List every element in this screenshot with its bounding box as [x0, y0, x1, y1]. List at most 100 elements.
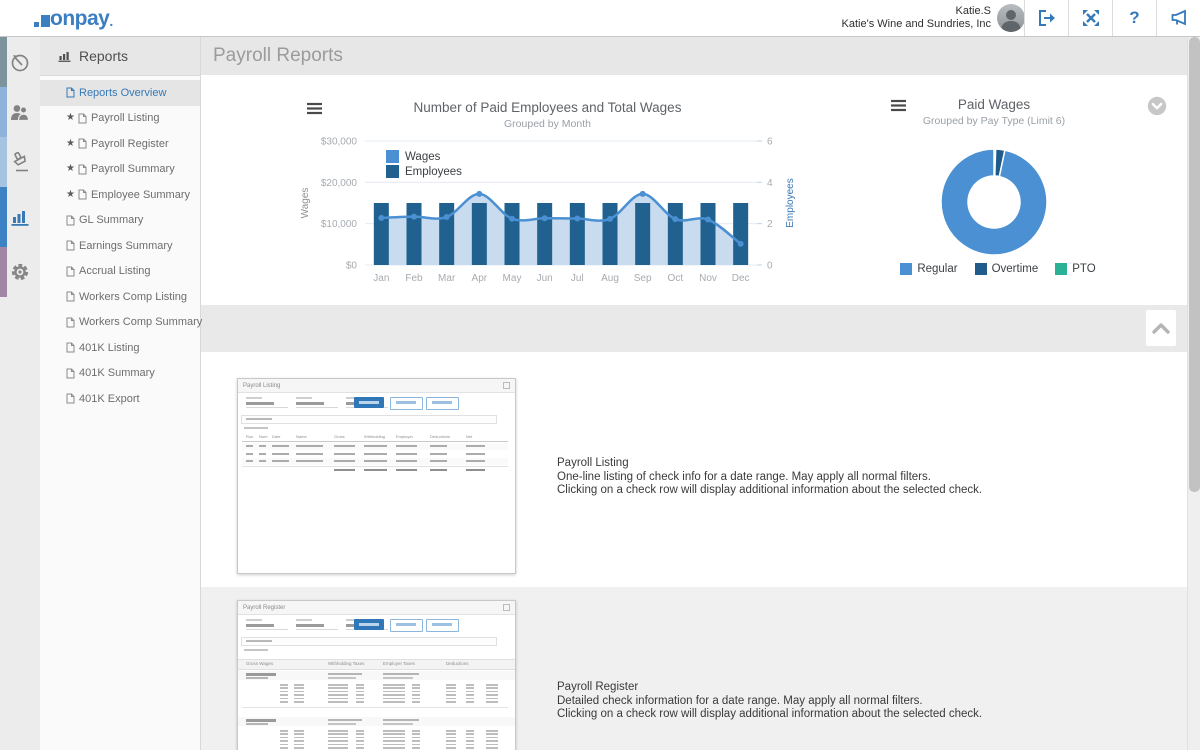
- sidebar-item-401k-listing[interactable]: 401K Listing: [40, 335, 200, 361]
- user-block[interactable]: Katie.S Katie's Wine and Sundries, Inc: [842, 0, 1025, 36]
- document-icon: [66, 240, 75, 251]
- sidebar-item-accrual-listing[interactable]: Accrual Listing: [40, 259, 200, 285]
- star-icon: ★: [66, 137, 75, 149]
- report-title: Payroll Register: [557, 681, 639, 693]
- employees-strip: [0, 87, 7, 137]
- reports-strip: [0, 187, 7, 247]
- svg-text:Oct: Oct: [668, 273, 684, 284]
- sidebar-item-payroll-summary[interactable]: ★ Payroll Summary: [66, 163, 175, 176]
- sidebar-item-payroll-register[interactable]: ★ Payroll Register: [66, 137, 169, 150]
- sidebar-item-payroll-listing[interactable]: ★ Payroll Listing: [66, 112, 160, 125]
- sidebar-item-gl-summary[interactable]: GL Summary: [40, 208, 200, 234]
- announcements-button[interactable]: [1156, 0, 1200, 36]
- sidebar-item-employee-summary[interactable]: ★ Employee Summary: [66, 188, 191, 201]
- gear-icon: [11, 263, 29, 281]
- section-divider-band: [200, 305, 1200, 352]
- document-icon: [66, 317, 75, 328]
- document-icon: [78, 189, 87, 200]
- svg-text:Dec: Dec: [732, 273, 750, 284]
- svg-text:$10,000: $10,000: [321, 219, 358, 230]
- legend-regular[interactable]: Regular: [900, 263, 958, 275]
- megaphone-icon: [1171, 9, 1186, 26]
- reports-sidebar: Reports Reports Overview ★ Payroll Listi…: [40, 37, 202, 750]
- payroll-listing-row: Payroll Listing Run Num Date Name Gross Withh…: [200, 352, 1200, 587]
- fullscreen-button[interactable]: [1068, 0, 1112, 36]
- sidebar-list: Reports Overview ★ Payroll Listing ★ Pay…: [40, 80, 202, 412]
- help-button[interactable]: ?: [1112, 0, 1156, 36]
- sign-out-icon: [1038, 10, 1055, 26]
- svg-text:Jan: Jan: [373, 273, 389, 284]
- sidebar-item-workers-comp-summary[interactable]: Workers Comp Summary: [40, 310, 202, 336]
- sign-out-button[interactable]: [1024, 0, 1068, 36]
- vertical-scrollbar[interactable]: [1187, 37, 1200, 750]
- chevron-down-circle-icon: [1147, 96, 1167, 116]
- wages-swatch: [386, 150, 399, 163]
- svg-text:0: 0: [767, 261, 773, 272]
- document-icon: [66, 393, 75, 404]
- svg-text:4: 4: [767, 178, 773, 189]
- page-title: Payroll Reports: [213, 45, 343, 66]
- donut-chart-subtitle: Grouped by Pay Type (Limit 6): [922, 115, 1066, 127]
- help-icon: ?: [1129, 8, 1140, 27]
- payroll-listing-thumbnail[interactable]: Payroll Listing Run Num Date Name Gross Withh…: [237, 378, 516, 574]
- combo-chart-title: Number of Paid Employees and Total Wages: [413, 100, 682, 115]
- onpay-logo[interactable]: onpay.: [34, 4, 113, 32]
- svg-text:May: May: [503, 273, 522, 284]
- sidebar-item-reports-overview[interactable]: Reports Overview: [40, 80, 200, 106]
- overtime-swatch: [974, 263, 987, 275]
- document-icon: [66, 266, 75, 277]
- svg-text:Mar: Mar: [438, 273, 456, 284]
- document-icon: [66, 342, 75, 353]
- svg-text:$30,000: $30,000: [321, 137, 358, 148]
- payroll-register-row: Payroll Register Gross Wages Withholding …: [200, 587, 1200, 750]
- settings-strip: [0, 247, 7, 297]
- donut-chart-plot[interactable]: [878, 132, 1110, 262]
- svg-text:$0: $0: [346, 261, 358, 272]
- sidebar-item-earnings-summary[interactable]: Earnings Summary: [40, 233, 200, 259]
- legend-pto[interactable]: PTO: [1055, 263, 1096, 275]
- users-icon: [11, 105, 30, 122]
- thumbnail-preview: Run Num Date Name Gross Withholding Employer De…: [238, 393, 515, 572]
- expand-arrows-icon: [1082, 10, 1099, 26]
- donut-menu-icon[interactable]: [890, 99, 907, 112]
- dashboard-gauge-icon: [11, 54, 29, 72]
- collapse-section-button[interactable]: [1146, 310, 1176, 346]
- document-icon: [66, 291, 75, 302]
- company-name: Katie's Wine and Sundries, Inc: [841, 18, 991, 30]
- payroll-register-description: Payroll Register Detailed check informat…: [557, 681, 983, 720]
- svg-text:Sep: Sep: [634, 273, 652, 284]
- pto-swatch: [1055, 263, 1068, 275]
- user-name: Katie.S: [955, 5, 991, 17]
- collapse-chart-button[interactable]: [1147, 96, 1167, 116]
- rail-item-employees[interactable]: [0, 87, 40, 137]
- regular-swatch: [900, 263, 913, 275]
- rail-item-dashboard[interactable]: [0, 37, 40, 87]
- payroll-register-thumbnail[interactable]: Payroll Register Gross Wages Withholding …: [237, 600, 516, 750]
- sidebar-item-workers-comp-listing[interactable]: Workers Comp Listing: [40, 284, 200, 310]
- rail-item-reports[interactable]: [0, 187, 40, 247]
- thumbnail-header: Payroll Register: [238, 601, 515, 615]
- legend-overtime[interactable]: Overtime: [974, 263, 1038, 275]
- scrollbar-thumb[interactable]: [1189, 37, 1200, 492]
- payroll-strip: [0, 137, 7, 187]
- star-icon: ★: [66, 112, 75, 124]
- legend-wages[interactable]: Wages: [386, 149, 462, 164]
- rail-item-payroll[interactable]: [0, 137, 40, 187]
- sidebar-item-401k-summary[interactable]: 401K Summary: [40, 361, 200, 387]
- svg-text:Apr: Apr: [472, 273, 488, 284]
- top-toolbar: ?: [1024, 0, 1200, 36]
- combo-chart-plot[interactable]: $30,000 6 $20,000 4 $10,000 2 $0 0 Jan Feb Mar Apr M…: [295, 133, 800, 295]
- legend-employees[interactable]: Employees: [386, 164, 462, 179]
- nav-rail: [0, 37, 41, 750]
- avatar[interactable]: [997, 4, 1025, 32]
- svg-text:Jun: Jun: [537, 273, 553, 284]
- chart-menu-icon[interactable]: [306, 102, 323, 115]
- donut-chart-legend: Regular Overtime PTO: [878, 263, 1118, 275]
- logo-text: onpay: [50, 7, 110, 30]
- document-icon: [78, 138, 87, 149]
- svg-text:Employees: Employees: [785, 178, 796, 227]
- logo-dot: .: [109, 13, 114, 29]
- rail-item-settings[interactable]: [0, 247, 40, 297]
- sidebar-item-401k-export[interactable]: 401K Export: [40, 386, 200, 412]
